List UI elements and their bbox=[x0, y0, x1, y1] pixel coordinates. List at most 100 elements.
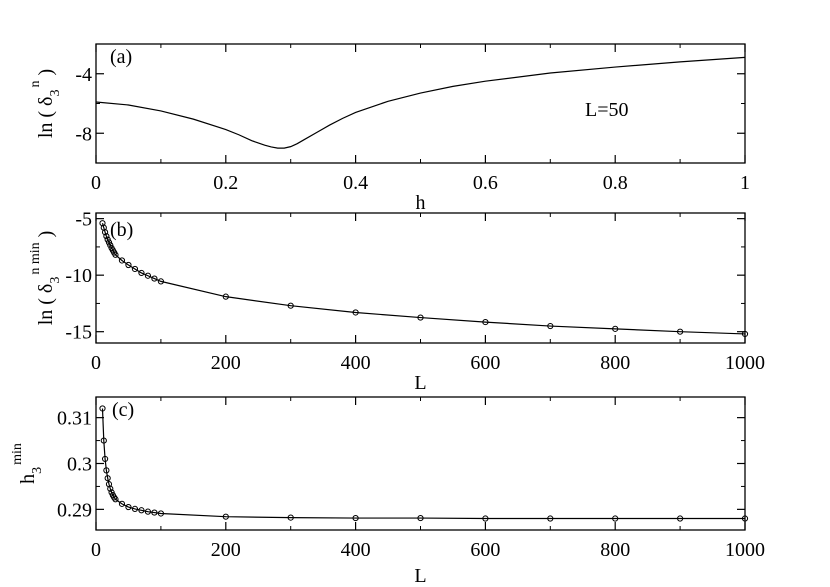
y-tick-label: -15 bbox=[65, 322, 92, 344]
series-line bbox=[101, 223, 746, 335]
y-axis-label-sub: 3 bbox=[30, 467, 45, 474]
data-point bbox=[105, 239, 113, 246]
data-point bbox=[100, 437, 107, 444]
series-line bbox=[95, 56, 746, 149]
x-tick-label: 400 bbox=[341, 539, 371, 561]
data-point bbox=[417, 314, 424, 321]
x-tick-label: 0.6 bbox=[473, 172, 498, 194]
data-point bbox=[151, 509, 158, 516]
x-tick-label: 200 bbox=[211, 352, 241, 374]
y-axis-label-main: ln ( δ bbox=[35, 97, 57, 139]
panel-c: 0 200 400 600 800 1000 0.29 0.3 0.31 Lh3 min (c) bbox=[10, 396, 765, 587]
data-point bbox=[157, 510, 164, 517]
data-point bbox=[741, 330, 749, 338]
panel-label: (b) bbox=[110, 219, 133, 241]
y-tick-label: -8 bbox=[75, 123, 92, 145]
data-point bbox=[107, 485, 114, 492]
y-axis-label-main: ln ( δ bbox=[35, 284, 57, 326]
data-point bbox=[118, 257, 126, 264]
data-point bbox=[482, 515, 489, 522]
data-point bbox=[547, 515, 554, 522]
panel-a: 0 0.2 0.4 0.6 0.8 1 -8 -4 h ln ( δ3n ) (a) L=50 bbox=[28, 43, 750, 214]
data-point bbox=[131, 505, 139, 513]
y-tick-label: -10 bbox=[65, 265, 92, 287]
data-point bbox=[144, 508, 152, 515]
x-axis-label: h bbox=[416, 192, 426, 214]
data-point bbox=[125, 261, 132, 269]
y-axis-label: ln ( δ3 n min ) bbox=[28, 231, 63, 326]
data-point bbox=[112, 496, 119, 503]
data-point bbox=[112, 251, 119, 258]
data-point bbox=[352, 309, 359, 316]
data-point bbox=[101, 229, 109, 236]
data-point bbox=[103, 467, 110, 474]
y-axis-label: h3 min bbox=[10, 443, 45, 484]
y-axis-label-sub: 3 bbox=[48, 90, 63, 97]
data-point bbox=[138, 269, 145, 277]
plot-frame bbox=[95, 396, 746, 531]
y-axis-label-sup: n min bbox=[28, 242, 43, 274]
x-tick-label: 600 bbox=[470, 352, 500, 374]
x-tick-label: 600 bbox=[470, 539, 500, 561]
plot-frame bbox=[95, 43, 746, 164]
data-point bbox=[352, 514, 359, 522]
y-tick-label: 0.31 bbox=[57, 408, 92, 430]
y-axis-label: ln ( δ3n ) bbox=[28, 69, 63, 138]
x-tick-label: 0.8 bbox=[603, 172, 628, 194]
data-point bbox=[138, 507, 145, 514]
data-point bbox=[417, 514, 424, 522]
data-point bbox=[287, 302, 294, 309]
data-point bbox=[104, 236, 111, 243]
data-point bbox=[612, 515, 619, 522]
y-axis-label-main: h bbox=[17, 474, 39, 484]
x-tick-label: 0.4 bbox=[343, 172, 368, 194]
panel-b: 0 200 400 600 800 1000 -15 -10 -5 Lln ( δ3 n min )… bbox=[28, 209, 765, 394]
x-axis-label: L bbox=[414, 372, 426, 394]
data-point bbox=[287, 514, 294, 521]
x-tick-label: 800 bbox=[600, 539, 630, 561]
x-tick-label: 0 bbox=[91, 352, 101, 374]
panel-label: (a) bbox=[110, 46, 132, 68]
x-tick-label: 200 bbox=[211, 539, 241, 561]
x-tick-label: 0.2 bbox=[213, 172, 238, 194]
data-point bbox=[151, 275, 158, 282]
annotation: L=50 bbox=[585, 99, 629, 121]
data-point bbox=[104, 475, 111, 482]
y-axis-label-end: ) bbox=[35, 69, 57, 81]
data-point bbox=[222, 513, 229, 520]
y-axis-label-end: ) bbox=[35, 231, 57, 243]
y-axis-label-sup: n bbox=[28, 81, 43, 88]
panel-label: (c) bbox=[112, 399, 134, 421]
x-tick-label: 1000 bbox=[725, 352, 765, 374]
y-axis-label-sub: 3 bbox=[48, 277, 63, 284]
x-tick-label: 400 bbox=[341, 352, 371, 374]
data-point bbox=[677, 328, 684, 335]
x-tick-label: 0 bbox=[91, 172, 101, 194]
x-tick-label: 1000 bbox=[725, 539, 765, 561]
y-tick-label: 0.3 bbox=[67, 454, 92, 476]
y-tick-label: 0.29 bbox=[57, 499, 92, 521]
x-axis-label: L bbox=[414, 565, 426, 587]
data-point bbox=[547, 322, 554, 330]
y-tick-label: -4 bbox=[75, 64, 92, 86]
plot-frame bbox=[95, 212, 746, 344]
data-point bbox=[482, 318, 489, 326]
data-point bbox=[144, 272, 152, 279]
series-line bbox=[101, 408, 745, 520]
data-point bbox=[741, 515, 749, 522]
data-point bbox=[677, 515, 684, 522]
data-point bbox=[131, 265, 139, 273]
x-tick-label: 0 bbox=[91, 539, 101, 561]
x-tick-label: 1 bbox=[740, 172, 750, 194]
data-point bbox=[222, 293, 229, 300]
data-point bbox=[157, 278, 164, 285]
x-tick-label: 800 bbox=[600, 352, 630, 374]
data-point bbox=[612, 325, 619, 332]
data-point bbox=[107, 242, 114, 249]
data-point bbox=[99, 405, 106, 412]
y-tick-label: -5 bbox=[75, 209, 92, 231]
data-point bbox=[101, 455, 109, 463]
y-axis-label-sup: min bbox=[10, 443, 25, 465]
data-point bbox=[125, 503, 132, 511]
